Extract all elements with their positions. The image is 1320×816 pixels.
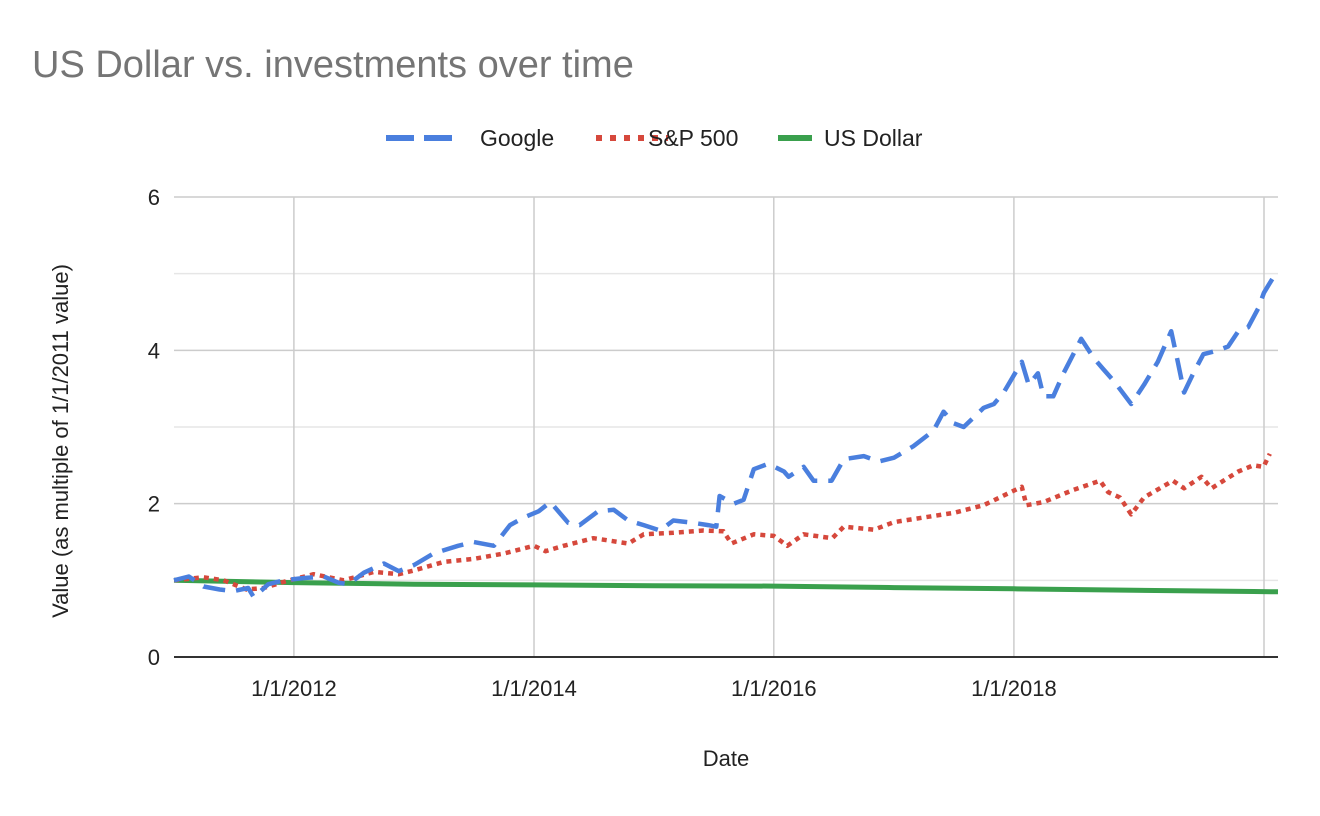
y-tick-label: 6: [148, 185, 160, 210]
x-tick-label: 1/1/2014: [491, 676, 577, 701]
x-tick-label: 1/1/2018: [971, 676, 1057, 701]
y-axis-label: Value (as multiple of 1/1/2011 value): [48, 264, 73, 618]
x-tick-label: 1/1/2016: [731, 676, 817, 701]
series-line-google: [173, 268, 1280, 600]
chart-title: US Dollar vs. investments over time: [32, 44, 634, 86]
legend: Google S&P 500 US Dollar: [386, 125, 923, 151]
series-line-us-dollar: [173, 577, 1279, 595]
legend-label-us-dollar: US Dollar: [824, 125, 923, 151]
legend-label-google: Google: [480, 125, 554, 151]
series-layer: [173, 268, 1280, 600]
y-tick-label: 2: [148, 492, 160, 517]
grid-lines: [174, 196, 1278, 658]
y-tick-label: 0: [148, 645, 160, 670]
legend-label-s-p-500: S&P 500: [648, 125, 738, 151]
x-tick-label: 1/1/2012: [251, 676, 337, 701]
y-tick-label: 4: [148, 338, 160, 363]
axis-ticks: 0 2 4 6 1/1/2012 1/1/2014 1/1/2016 1/1/2018: [148, 185, 1057, 701]
series-line-s-p-500: [173, 452, 1272, 592]
x-axis-label: Date: [703, 746, 749, 771]
